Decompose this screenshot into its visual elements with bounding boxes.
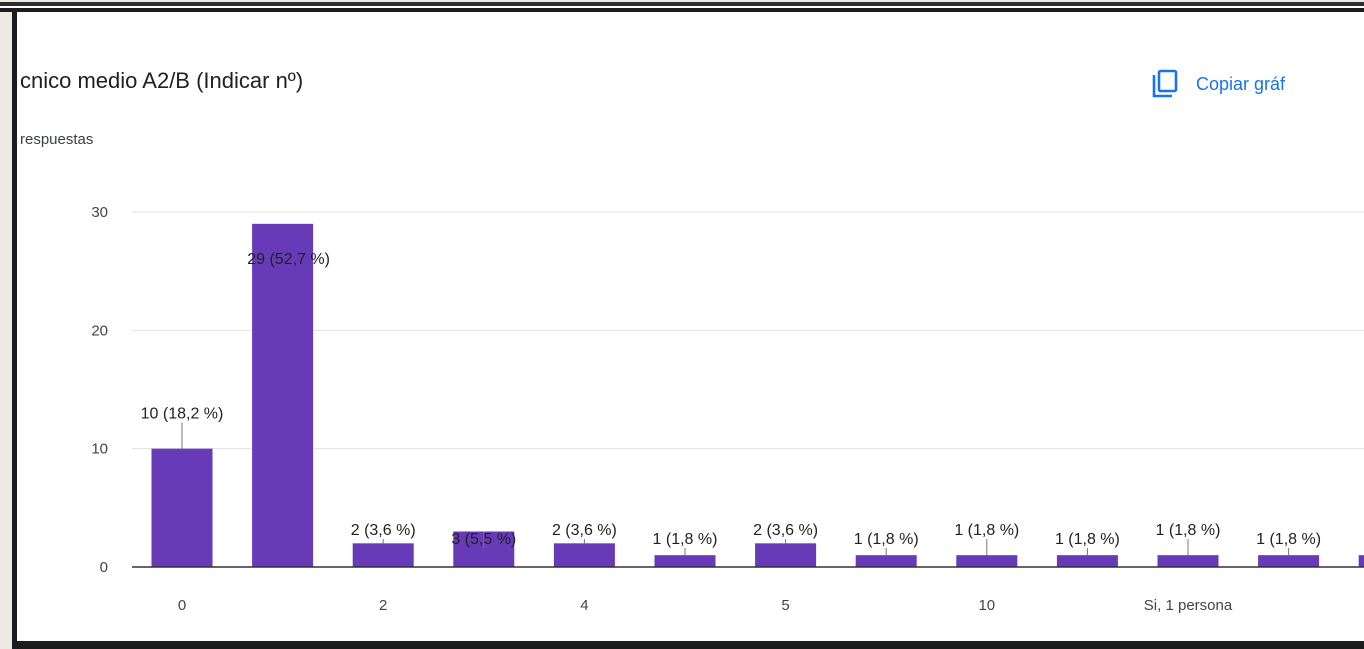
bar bbox=[352, 543, 414, 567]
y-tick-label: 30 bbox=[91, 204, 108, 221]
bar bbox=[956, 555, 1018, 567]
copy-icon bbox=[1150, 69, 1180, 99]
question-title: cnico medio A2/B (Indicar nº) bbox=[20, 68, 304, 93]
chart-card: cnico medio A2/B (Indicar nº) respuestas… bbox=[20, 12, 1364, 641]
data-label: 1 (1,8 %) bbox=[653, 531, 718, 548]
bar bbox=[855, 555, 917, 567]
window-top-border bbox=[0, 0, 1364, 12]
copy-chart-label: Copiar gráf bbox=[1196, 73, 1286, 94]
window-bottom-border bbox=[12, 641, 1364, 649]
data-label: 1 (1,8 %) bbox=[1256, 531, 1321, 548]
data-label: 3 (5,5 %) bbox=[451, 531, 516, 548]
data-label: 1 (1,8 %) bbox=[954, 522, 1019, 539]
bar bbox=[1157, 555, 1219, 567]
bar bbox=[1358, 555, 1364, 567]
x-tick-label: Si, 1 persona bbox=[1144, 597, 1233, 614]
data-label: 1 (1,8 %) bbox=[1055, 531, 1120, 548]
data-label: 2 (3,6 %) bbox=[552, 522, 617, 539]
bar bbox=[252, 223, 314, 568]
bar bbox=[654, 555, 716, 567]
x-tick-label: 4 bbox=[580, 597, 588, 614]
data-label: 1 (1,8 %) bbox=[1156, 522, 1221, 539]
window-left-border bbox=[0, 12, 20, 649]
data-label: 2 (3,6 %) bbox=[351, 522, 416, 539]
x-tick-label: 5 bbox=[781, 597, 789, 614]
bar bbox=[1056, 555, 1118, 567]
copy-chart-button[interactable]: Copiar gráf bbox=[1150, 62, 1285, 106]
bar bbox=[151, 448, 213, 567]
bar bbox=[553, 543, 615, 567]
x-tick-label: 10 bbox=[978, 597, 995, 614]
data-label: 2 (3,6 %) bbox=[753, 522, 818, 539]
y-tick-label: 10 bbox=[91, 441, 108, 458]
x-tick-label: 0 bbox=[178, 597, 186, 614]
y-tick-label: 0 bbox=[100, 559, 108, 576]
response-count-label: respuestas bbox=[20, 131, 94, 148]
data-label: 10 (18,2 %) bbox=[141, 406, 224, 423]
data-label: 29 (52,7 %) bbox=[247, 251, 330, 268]
x-tick-label: 2 bbox=[379, 597, 387, 614]
data-label: 1 (1,8 %) bbox=[854, 531, 919, 548]
bar bbox=[755, 543, 817, 567]
y-tick-label: 20 bbox=[91, 322, 108, 339]
bar bbox=[1258, 555, 1320, 567]
